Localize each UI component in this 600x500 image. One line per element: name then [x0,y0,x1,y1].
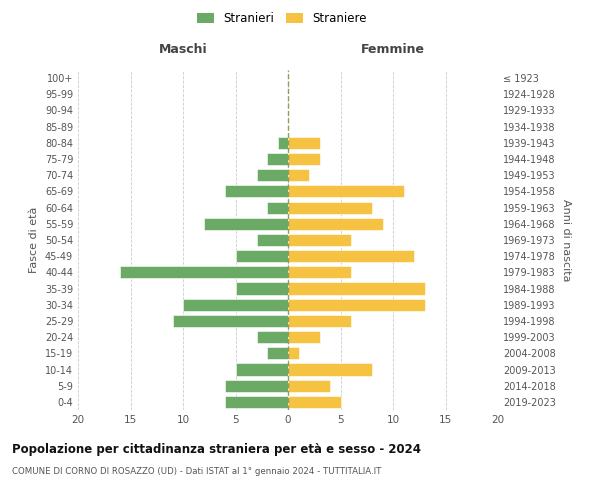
Bar [267,348,288,360]
Bar [235,250,288,262]
Bar [225,396,288,408]
Bar [288,396,341,408]
Bar [120,266,288,278]
Text: Popolazione per cittadinanza straniera per età e sesso - 2024: Popolazione per cittadinanza straniera p… [12,442,421,456]
Bar [288,266,351,278]
Bar [288,298,425,311]
Y-axis label: Anni di nascita: Anni di nascita [561,198,571,281]
Bar [257,331,288,343]
Bar [267,153,288,165]
Bar [173,315,288,327]
Bar [288,348,299,360]
Bar [288,218,383,230]
Bar [288,153,320,165]
Text: Femmine: Femmine [361,44,425,57]
Bar [225,186,288,198]
Bar [288,331,320,343]
Bar [288,315,351,327]
Bar [267,202,288,213]
Text: COMUNE DI CORNO DI ROSAZZO (UD) - Dati ISTAT al 1° gennaio 2024 - TUTTITALIA.IT: COMUNE DI CORNO DI ROSAZZO (UD) - Dati I… [12,468,382,476]
Bar [288,250,414,262]
Bar [257,169,288,181]
Bar [288,137,320,149]
Bar [288,169,309,181]
Bar [183,298,288,311]
Bar [257,234,288,246]
Bar [288,282,425,294]
Bar [288,234,351,246]
Bar [288,380,330,392]
Legend: Stranieri, Straniere: Stranieri, Straniere [194,8,370,28]
Bar [277,137,288,149]
Bar [288,202,372,213]
Y-axis label: Fasce di età: Fasce di età [29,207,39,273]
Bar [235,282,288,294]
Bar [235,364,288,376]
Bar [288,364,372,376]
Bar [204,218,288,230]
Bar [225,380,288,392]
Text: Maschi: Maschi [158,44,208,57]
Bar [288,186,404,198]
